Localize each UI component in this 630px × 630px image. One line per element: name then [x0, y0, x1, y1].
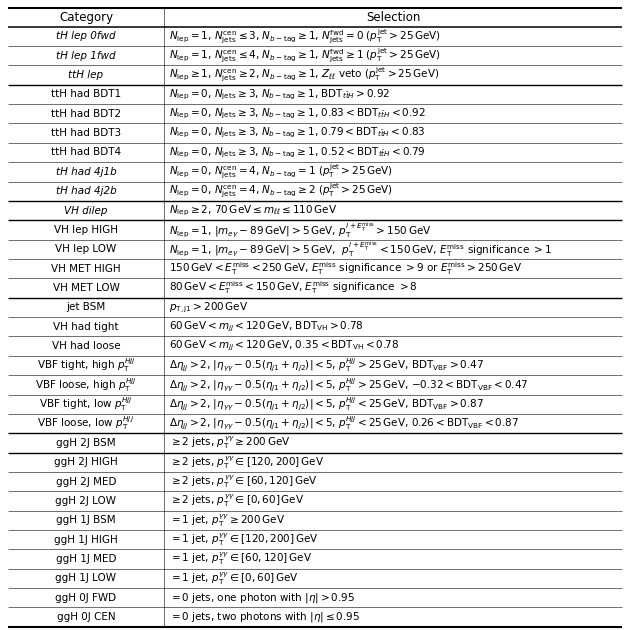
- Text: ggH 1J MED: ggH 1J MED: [55, 554, 116, 564]
- Text: ggH 1J HIGH: ggH 1J HIGH: [54, 535, 118, 545]
- Text: tH had 4j1b: tH had 4j1b: [55, 167, 117, 177]
- Text: $\Delta\eta_{jj} > 2$, $|\eta_{\gamma\gamma} - 0.5(\eta_{j1} + \eta_{j2})| < 5$,: $\Delta\eta_{jj} > 2$, $|\eta_{\gamma\ga…: [169, 376, 529, 394]
- Text: VH MET HIGH: VH MET HIGH: [51, 263, 121, 273]
- Text: Category: Category: [59, 11, 113, 23]
- Text: VH MET LOW: VH MET LOW: [52, 283, 120, 293]
- Text: VBF loose, high $p_{\mathrm{T}}^{Hjj}$: VBF loose, high $p_{\mathrm{T}}^{Hjj}$: [35, 376, 137, 394]
- Text: ttH had BDT2: ttH had BDT2: [51, 109, 121, 118]
- Text: $60\,\mathrm{GeV} < m_{jj} < 120\,\mathrm{GeV}$, $\mathrm{BDT}_{\mathrm{VH}} > 0: $60\,\mathrm{GeV} < m_{jj} < 120\,\mathr…: [169, 319, 364, 334]
- Text: VH had tight: VH had tight: [53, 322, 118, 332]
- Text: jet BSM: jet BSM: [66, 302, 106, 312]
- Text: tH had 4j2b: tH had 4j2b: [55, 186, 117, 196]
- Text: $N_{\mathrm{lep}} \geq 1$, $N_{\mathrm{jets}}^{\mathrm{cen}} \geq 2$, $N_{b-\mat: $N_{\mathrm{lep}} \geq 1$, $N_{\mathrm{j…: [169, 66, 440, 84]
- Text: $\Delta\eta_{jj} > 2$, $|\eta_{\gamma\gamma} - 0.5(\eta_{j1} + \eta_{j2})| < 5$,: $\Delta\eta_{jj} > 2$, $|\eta_{\gamma\ga…: [169, 415, 519, 432]
- Text: VH had loose: VH had loose: [52, 341, 120, 351]
- Text: $N_{\mathrm{lep}} \geq 2$, $70\,\mathrm{GeV} \leq m_{\ell\ell} \leq 110\,\mathrm: $N_{\mathrm{lep}} \geq 2$, $70\,\mathrm{…: [169, 203, 338, 218]
- Text: $= 1$ jet, $p_{\mathrm{T}}^{\gamma\gamma} \in [60, 120]\,\mathrm{GeV}$: $= 1$ jet, $p_{\mathrm{T}}^{\gamma\gamma…: [169, 551, 312, 568]
- Text: $N_{\mathrm{lep}} = 0$, $N_{\mathrm{jets}} \geq 3$, $N_{b-\mathrm{tag}} \geq 1$,: $N_{\mathrm{lep}} = 0$, $N_{\mathrm{jets…: [169, 106, 427, 121]
- Text: ggH 1J BSM: ggH 1J BSM: [56, 515, 116, 525]
- Text: $= 1$ jet, $p_{\mathrm{T}}^{\gamma\gamma} \in [0, 60]\,\mathrm{GeV}$: $= 1$ jet, $p_{\mathrm{T}}^{\gamma\gamma…: [169, 570, 299, 587]
- Text: $N_{\mathrm{lep}} = 1$, $N_{\mathrm{jets}}^{\mathrm{cen}} \leq 3$, $N_{b-\mathrm: $N_{\mathrm{lep}} = 1$, $N_{\mathrm{jets…: [169, 27, 442, 45]
- Text: $80\,\mathrm{GeV} < E_{\mathrm{T}}^{\mathrm{miss}} < 150\,\mathrm{GeV}$, $E_{\ma: $80\,\mathrm{GeV} < E_{\mathrm{T}}^{\mat…: [169, 280, 418, 296]
- Text: tH lep 0fwd: tH lep 0fwd: [56, 32, 116, 42]
- Text: $N_{\mathrm{lep}} = 1$, $|m_{e\gamma} - 89\,\mathrm{GeV}| > 5\,\mathrm{GeV}$, $p: $N_{\mathrm{lep}} = 1$, $|m_{e\gamma} - …: [169, 220, 432, 240]
- Text: VBF tight, high $p_{\mathrm{T}}^{Hjj}$: VBF tight, high $p_{\mathrm{T}}^{Hjj}$: [37, 357, 135, 374]
- Text: Selection: Selection: [366, 11, 421, 23]
- Text: VBF loose, low $p_{\mathrm{T}}^{Hjj}$: VBF loose, low $p_{\mathrm{T}}^{Hjj}$: [37, 415, 134, 433]
- Text: tH lep 1fwd: tH lep 1fwd: [56, 50, 116, 60]
- Text: $= 1$ jet, $p_{\mathrm{T}}^{\gamma\gamma} \in [120, 200]\,\mathrm{GeV}$: $= 1$ jet, $p_{\mathrm{T}}^{\gamma\gamma…: [169, 532, 319, 548]
- Text: $= 1$ jet, $p_{\mathrm{T}}^{\gamma\gamma} \geq 200\,\mathrm{GeV}$: $= 1$ jet, $p_{\mathrm{T}}^{\gamma\gamma…: [169, 512, 285, 529]
- Text: $N_{\mathrm{lep}} = 0$, $N_{\mathrm{jets}} \geq 3$, $N_{b-\mathrm{tag}} \geq 1$,: $N_{\mathrm{lep}} = 0$, $N_{\mathrm{jets…: [169, 146, 427, 159]
- Text: VH dilep: VH dilep: [64, 205, 108, 215]
- Text: $N_{\mathrm{lep}} = 1$, $N_{\mathrm{jets}}^{\mathrm{cen}} \leq 4$, $N_{b-\mathrm: $N_{\mathrm{lep}} = 1$, $N_{\mathrm{jets…: [169, 47, 442, 65]
- Text: ggH 0J FWD: ggH 0J FWD: [55, 593, 117, 603]
- Text: ggH 2J HIGH: ggH 2J HIGH: [54, 457, 118, 467]
- Text: ggH 0J CEN: ggH 0J CEN: [57, 612, 115, 622]
- Text: VH lep HIGH: VH lep HIGH: [54, 225, 118, 235]
- Text: $\geq 2$ jets, $p_{\mathrm{T}}^{\gamma\gamma} \in [120, 200]\,\mathrm{GeV}$: $\geq 2$ jets, $p_{\mathrm{T}}^{\gamma\g…: [169, 454, 324, 471]
- Text: ttH had BDT3: ttH had BDT3: [51, 128, 121, 138]
- Text: $60\,\mathrm{GeV} < m_{jj} < 120\,\mathrm{GeV}$, $0.35 < \mathrm{BDT}_{\mathrm{V: $60\,\mathrm{GeV} < m_{jj} < 120\,\mathr…: [169, 339, 400, 353]
- Text: ttH had BDT1: ttH had BDT1: [51, 89, 121, 100]
- Text: ggH 1J LOW: ggH 1J LOW: [55, 573, 117, 583]
- Text: $\geq 2$ jets, $p_{\mathrm{T}}^{\gamma\gamma} \in [0, 60]\,\mathrm{GeV}$: $\geq 2$ jets, $p_{\mathrm{T}}^{\gamma\g…: [169, 493, 305, 509]
- Text: $150\,\mathrm{GeV} < E_{\mathrm{T}}^{\mathrm{miss}} < 250\,\mathrm{GeV}$, $E_{\m: $150\,\mathrm{GeV} < E_{\mathrm{T}}^{\ma…: [169, 260, 523, 277]
- Text: $\geq 2$ jets, $p_{\mathrm{T}}^{\gamma\gamma} \geq 200\,\mathrm{GeV}$: $\geq 2$ jets, $p_{\mathrm{T}}^{\gamma\g…: [169, 435, 291, 451]
- Text: $= 0$ jets, one photon with $|\eta| > 0.95$: $= 0$ jets, one photon with $|\eta| > 0.…: [169, 591, 355, 605]
- Text: $= 0$ jets, two photons with $|\eta| \leq 0.95$: $= 0$ jets, two photons with $|\eta| \le…: [169, 610, 360, 624]
- Text: VBF tight, low $p_{\mathrm{T}}^{Hjj}$: VBF tight, low $p_{\mathrm{T}}^{Hjj}$: [39, 395, 133, 413]
- Text: ggH 2J LOW: ggH 2J LOW: [55, 496, 117, 506]
- Text: $p_{\mathrm{T,j1}} > 200\,\mathrm{GeV}$: $p_{\mathrm{T,j1}} > 200\,\mathrm{GeV}$: [169, 300, 249, 314]
- Text: ggH 2J MED: ggH 2J MED: [55, 477, 116, 486]
- Text: VH lep LOW: VH lep LOW: [55, 244, 117, 255]
- Text: $\Delta\eta_{jj} > 2$, $|\eta_{\gamma\gamma} - 0.5(\eta_{j1} + \eta_{j2})| < 5$,: $\Delta\eta_{jj} > 2$, $|\eta_{\gamma\ga…: [169, 396, 484, 413]
- Text: $N_{\mathrm{lep}} = 0$, $N_{\mathrm{jets}} \geq 3$, $N_{b-\mathrm{tag}} \geq 1$,: $N_{\mathrm{lep}} = 0$, $N_{\mathrm{jets…: [169, 126, 426, 140]
- Text: ttH lep: ttH lep: [69, 70, 103, 80]
- Text: $N_{\mathrm{lep}} = 1$, $|m_{e\gamma} - 89\,\mathrm{GeV}| > 5\,\mathrm{GeV}$,  $: $N_{\mathrm{lep}} = 1$, $|m_{e\gamma} - …: [169, 239, 553, 259]
- Text: $\geq 2$ jets, $p_{\mathrm{T}}^{\gamma\gamma} \in [60, 120]\,\mathrm{GeV}$: $\geq 2$ jets, $p_{\mathrm{T}}^{\gamma\g…: [169, 473, 318, 490]
- Text: $N_{\mathrm{lep}} = 0$, $N_{\mathrm{jets}} \geq 3$, $N_{b-\mathrm{tag}} \geq 1$,: $N_{\mathrm{lep}} = 0$, $N_{\mathrm{jets…: [169, 87, 391, 101]
- Text: $\Delta\eta_{jj} > 2$, $|\eta_{\gamma\gamma} - 0.5(\eta_{j1} + \eta_{j2})| < 5$,: $\Delta\eta_{jj} > 2$, $|\eta_{\gamma\ga…: [169, 357, 484, 374]
- Text: ttH had BDT4: ttH had BDT4: [51, 147, 121, 158]
- Text: $N_{\mathrm{lep}} = 0$, $N_{\mathrm{jets}}^{\mathrm{cen}} = 4$, $N_{b-\mathrm{ta: $N_{\mathrm{lep}} = 0$, $N_{\mathrm{jets…: [169, 163, 394, 181]
- Text: $N_{\mathrm{lep}} = 0$, $N_{\mathrm{jets}}^{\mathrm{cen}} = 4$, $N_{b-\mathrm{ta: $N_{\mathrm{lep}} = 0$, $N_{\mathrm{jets…: [169, 182, 394, 200]
- Text: ggH 2J BSM: ggH 2J BSM: [56, 438, 116, 448]
